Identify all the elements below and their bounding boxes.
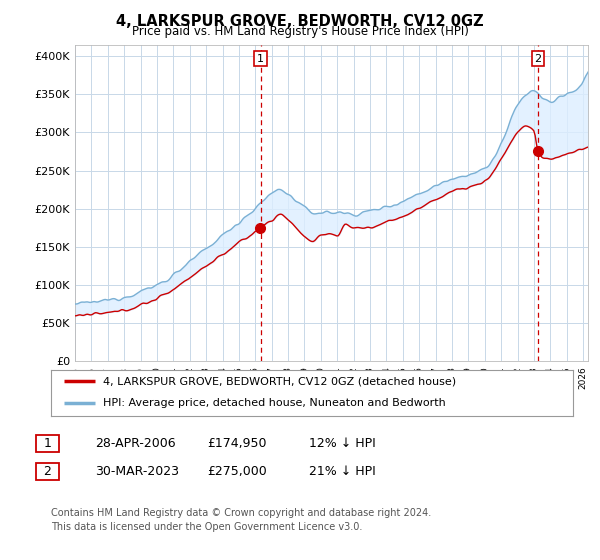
Text: 2: 2 [43, 465, 52, 478]
Text: 4, LARKSPUR GROVE, BEDWORTH, CV12 0GZ: 4, LARKSPUR GROVE, BEDWORTH, CV12 0GZ [116, 14, 484, 29]
Text: 4, LARKSPUR GROVE, BEDWORTH, CV12 0GZ (detached house): 4, LARKSPUR GROVE, BEDWORTH, CV12 0GZ (d… [103, 376, 457, 386]
Text: 28-APR-2006: 28-APR-2006 [95, 437, 175, 450]
Text: This data is licensed under the Open Government Licence v3.0.: This data is licensed under the Open Gov… [51, 522, 362, 532]
Text: £275,000: £275,000 [207, 465, 267, 478]
Text: 30-MAR-2023: 30-MAR-2023 [95, 465, 179, 478]
Text: 21% ↓ HPI: 21% ↓ HPI [309, 465, 376, 478]
Text: 1: 1 [43, 437, 52, 450]
Text: HPI: Average price, detached house, Nuneaton and Bedworth: HPI: Average price, detached house, Nune… [103, 398, 446, 408]
Text: Price paid vs. HM Land Registry's House Price Index (HPI): Price paid vs. HM Land Registry's House … [131, 25, 469, 38]
Text: 1: 1 [257, 54, 264, 63]
Text: 2: 2 [534, 54, 541, 63]
Text: 12% ↓ HPI: 12% ↓ HPI [309, 437, 376, 450]
Text: Contains HM Land Registry data © Crown copyright and database right 2024.: Contains HM Land Registry data © Crown c… [51, 508, 431, 518]
Text: £174,950: £174,950 [207, 437, 266, 450]
